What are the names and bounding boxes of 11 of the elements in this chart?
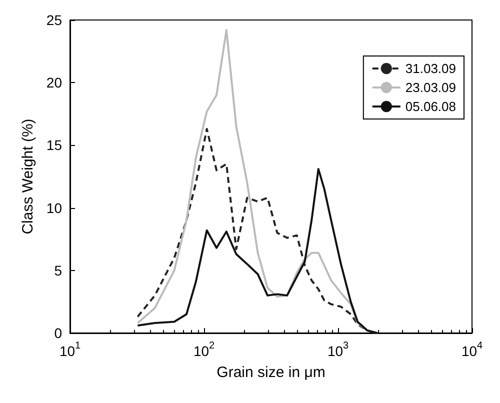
legend-label: 05.06.08 [405,99,456,114]
y-tick-label: 10 [46,200,62,216]
y-tick-label: 20 [46,74,62,91]
y-tick-label: 25 [46,12,62,28]
legend-label: 31.03.09 [405,61,456,76]
y-tick-label: 5 [54,262,62,278]
y-tick-label: 0 [54,325,62,341]
x-axis-title: Grain size in μm [216,364,326,381]
y-tick-label: 15 [46,137,62,154]
y-axis-title: Class Weight (%) [20,118,37,234]
legend-label: 23.03.09 [405,80,456,95]
